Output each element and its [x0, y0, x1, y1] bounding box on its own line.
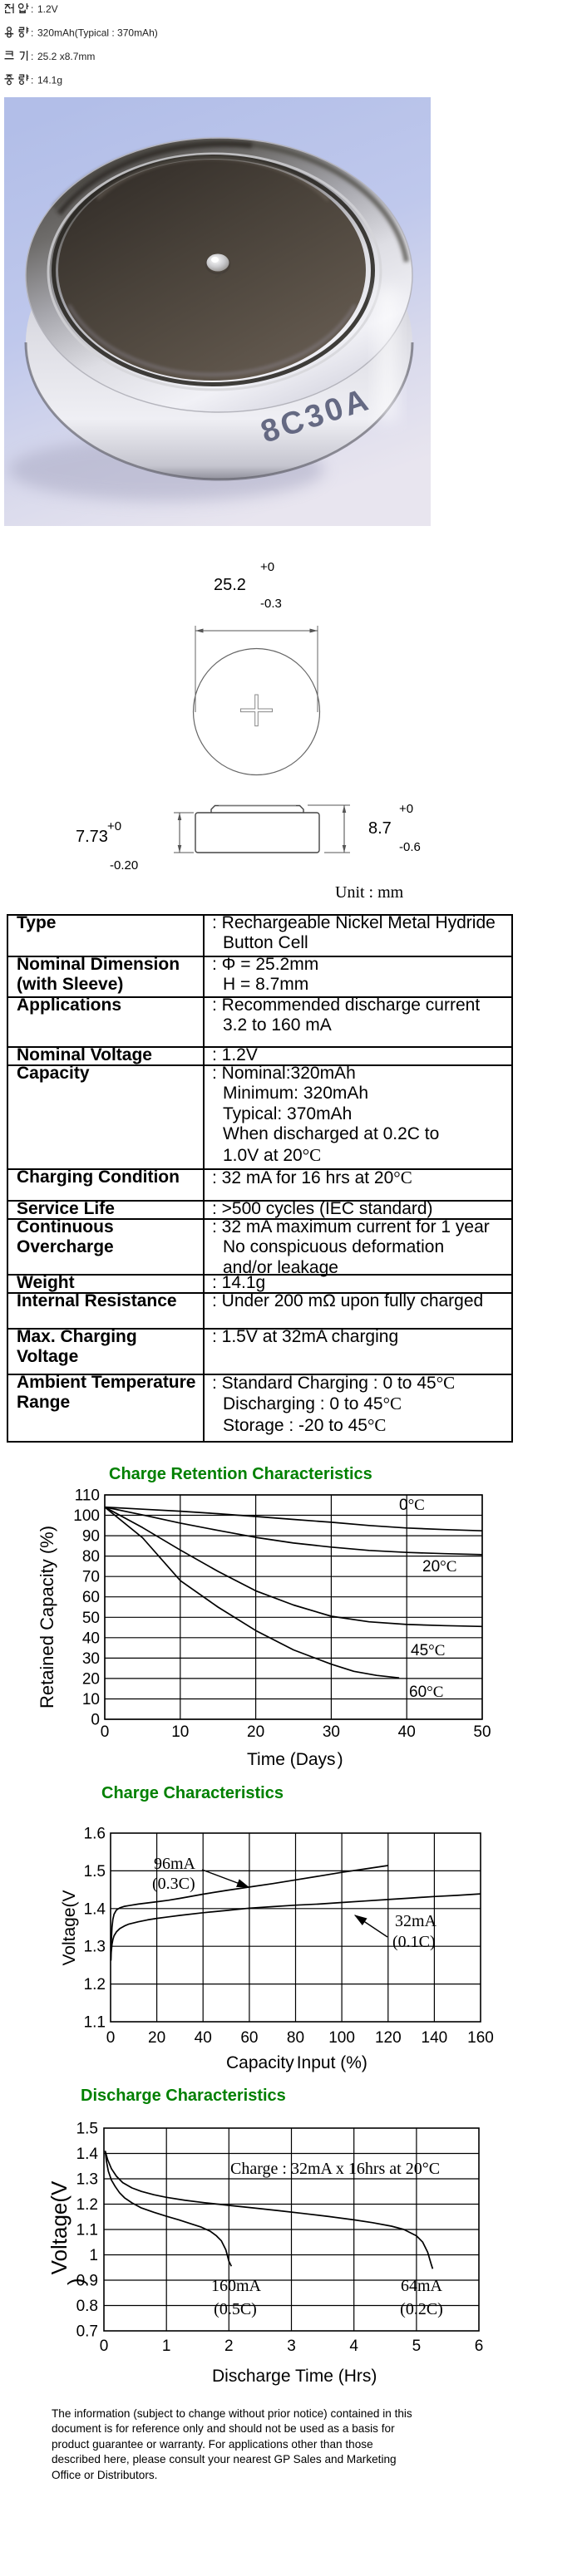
svg-text:0: 0 [101, 1723, 110, 1741]
svg-text:25.2 x8.7mm: 25.2 x8.7mm [37, 51, 95, 62]
svg-text:0.7: 0.7 [76, 2323, 98, 2341]
svg-text:160: 160 [467, 2029, 494, 2047]
svg-text:): ) [63, 2278, 88, 2285]
svg-text:80: 80 [287, 2029, 304, 2047]
svg-text:96mA: 96mA [154, 1855, 196, 1873]
svg-text:1.4: 1.4 [84, 1900, 106, 1918]
svg-text:50: 50 [473, 1723, 491, 1741]
svg-text:100: 100 [73, 1507, 100, 1525]
svg-text:1.3: 1.3 [76, 2171, 98, 2189]
svg-text:5: 5 [412, 2338, 422, 2355]
svg-text:20: 20 [82, 1670, 100, 1688]
svg-text:6: 6 [475, 2338, 484, 2355]
svg-text:Retained Capacity (%): Retained Capacity (%) [37, 1526, 57, 1708]
svg-text:0°C: 0°C [399, 1497, 425, 1514]
svg-text:1.2V: 1.2V [37, 3, 58, 15]
svg-text:20: 20 [148, 2029, 165, 2047]
svg-text:40: 40 [195, 2029, 212, 2047]
svg-text:110: 110 [75, 1487, 100, 1505]
svg-text:2: 2 [224, 2338, 234, 2355]
svg-text:Discharge Time (Hrs): Discharge Time (Hrs) [212, 2367, 377, 2386]
svg-text:320mAh(Typical : 370mAh): 320mAh(Typical : 370mAh) [37, 27, 158, 39]
svg-text::: : [31, 51, 33, 62]
svg-text:7.73: 7.73 [76, 828, 108, 846]
svg-text:40: 40 [398, 1723, 416, 1741]
svg-text:(0.3C): (0.3C) [152, 1875, 195, 1893]
svg-text:160mA: 160mA [211, 2277, 262, 2295]
svg-text:25.2: 25.2 [214, 576, 246, 594]
svg-text:0: 0 [100, 2338, 109, 2355]
svg-text:120: 120 [375, 2029, 402, 2047]
svg-text:1.2: 1.2 [84, 1976, 106, 1993]
svg-text:(0.1C): (0.1C) [392, 1933, 436, 1951]
svg-text:1.5: 1.5 [76, 2121, 98, 2138]
svg-text:1: 1 [89, 2247, 98, 2264]
svg-text:20: 20 [247, 1723, 264, 1741]
svg-text:(0.5C): (0.5C) [214, 2300, 257, 2318]
svg-text:45°C: 45°C [411, 1642, 445, 1659]
svg-text::: : [31, 3, 33, 15]
svg-text:10: 10 [171, 1723, 189, 1741]
svg-text:0.9: 0.9 [76, 2273, 98, 2290]
svg-text:1: 1 [162, 2338, 171, 2355]
svg-text:80: 80 [82, 1548, 100, 1566]
svg-text:+0: +0 [260, 560, 274, 574]
svg-text:140: 140 [422, 2029, 448, 2047]
svg-text:Charge Retention Characteristi: Charge Retention Characteristics [109, 1465, 372, 1483]
svg-text::: : [31, 75, 33, 86]
svg-text:60°C: 60°C [409, 1684, 443, 1701]
svg-text:+0: +0 [399, 802, 413, 816]
svg-text:0.8: 0.8 [76, 2298, 98, 2315]
svg-text:1.2: 1.2 [76, 2196, 98, 2214]
svg-text:-0.3: -0.3 [260, 597, 282, 611]
svg-text:1.4: 1.4 [76, 2146, 99, 2163]
svg-text:+0: +0 [107, 819, 121, 833]
svg-text:70: 70 [82, 1569, 100, 1586]
svg-text:40: 40 [82, 1630, 100, 1647]
svg-text:0: 0 [91, 1712, 100, 1729]
svg-text:4: 4 [349, 2338, 358, 2355]
svg-text:14.1g: 14.1g [37, 75, 62, 86]
svg-text:-0.6: -0.6 [399, 840, 421, 854]
svg-text:Voltage(V: Voltage(V [60, 1890, 79, 1965]
svg-text:1.3: 1.3 [84, 1939, 106, 1956]
svg-text:60: 60 [240, 2029, 258, 2047]
svg-text:64mA: 64mA [401, 2277, 443, 2295]
svg-text:Discharge Characteristics: Discharge Characteristics [81, 2087, 286, 2105]
svg-text:30: 30 [323, 1723, 340, 1741]
svg-text:Unit : mm: Unit : mm [335, 883, 404, 902]
svg-text:32mA: 32mA [395, 1912, 437, 1930]
svg-text:20°C: 20°C [422, 1558, 456, 1576]
svg-text:90: 90 [82, 1528, 100, 1546]
svg-text:Voltage(V: Voltage(V [47, 2180, 72, 2274]
svg-text:1.1: 1.1 [76, 2222, 98, 2239]
svg-text:100: 100 [328, 2029, 355, 2047]
svg-text:1.5: 1.5 [84, 1863, 106, 1880]
svg-text:50: 50 [82, 1610, 100, 1627]
svg-text:30: 30 [82, 1650, 100, 1668]
svg-text:8.7: 8.7 [368, 819, 392, 838]
svg-text:60: 60 [82, 1589, 100, 1606]
svg-text:Charge Characteristics: Charge Characteristics [101, 1784, 284, 1802]
svg-text:(0.2C): (0.2C) [400, 2300, 443, 2318]
svg-text:-0.20: -0.20 [110, 858, 138, 873]
svg-text:3: 3 [287, 2338, 296, 2355]
svg-text::: : [31, 27, 33, 39]
svg-text:0: 0 [106, 2029, 116, 2047]
svg-text:Charge : 32mA x 16hrs at 20°C: Charge : 32mA x 16hrs at 20°C [230, 2160, 440, 2178]
svg-text:10: 10 [82, 1691, 100, 1708]
svg-text:1.1: 1.1 [84, 2014, 106, 2032]
svg-text:Time (Days): Time (Days) [247, 1750, 343, 1769]
svg-text:1.6: 1.6 [84, 1826, 106, 1843]
